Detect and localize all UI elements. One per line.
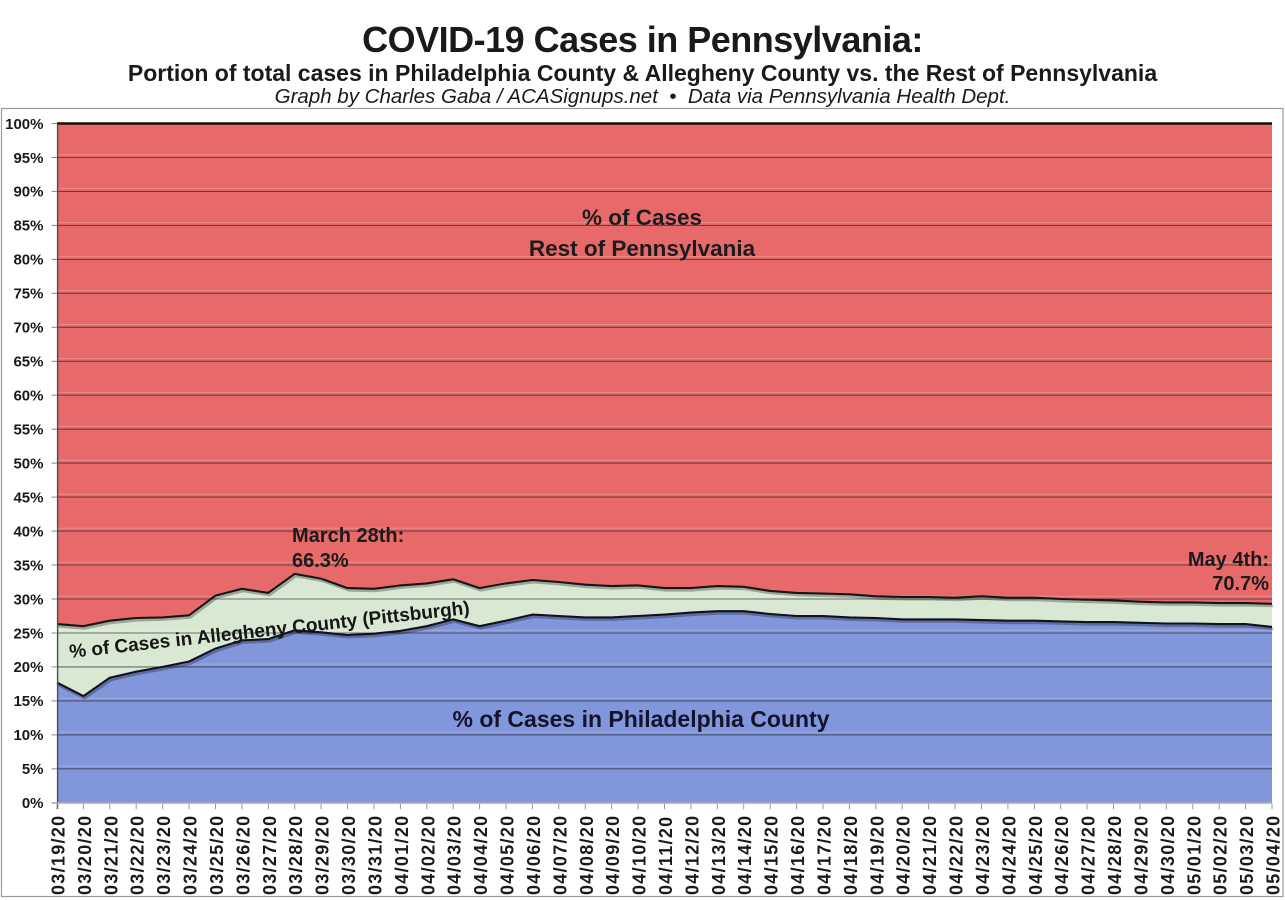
svg-text:90%: 90%	[13, 184, 43, 201]
svg-text:04/08/20: 04/08/20	[577, 815, 597, 895]
svg-text:04/21/20: 04/21/20	[920, 815, 940, 895]
svg-text:04/20/20: 04/20/20	[894, 815, 914, 895]
svg-text:04/14/20: 04/14/20	[735, 815, 755, 895]
svg-text:10%: 10%	[13, 727, 43, 744]
svg-text:20%: 20%	[13, 659, 43, 676]
svg-text:04/02/20: 04/02/20	[418, 815, 438, 895]
svg-text:03/22/20: 03/22/20	[128, 815, 148, 895]
svg-text:04/19/20: 04/19/20	[867, 815, 887, 895]
svg-text:May 4th:: May 4th:	[1188, 549, 1269, 571]
svg-text:04/01/20: 04/01/20	[392, 815, 412, 895]
svg-text:04/16/20: 04/16/20	[788, 815, 808, 895]
svg-text:March 28th:: March 28th:	[292, 525, 404, 547]
svg-text:95%: 95%	[13, 150, 43, 167]
svg-text:04/26/20: 04/26/20	[1052, 815, 1072, 895]
svg-text:40%: 40%	[13, 523, 43, 540]
svg-text:Rest of Pennsylvania: Rest of Pennsylvania	[529, 236, 756, 261]
svg-text:04/13/20: 04/13/20	[709, 815, 729, 895]
svg-text:60%: 60%	[13, 388, 43, 405]
svg-text:66.3%: 66.3%	[292, 550, 349, 572]
svg-text:04/27/20: 04/27/20	[1079, 815, 1099, 895]
svg-text:45%: 45%	[13, 489, 43, 506]
svg-text:04/28/20: 04/28/20	[1105, 815, 1125, 895]
svg-text:05/03/20: 05/03/20	[1237, 815, 1257, 895]
svg-text:03/23/20: 03/23/20	[154, 815, 174, 895]
svg-text:04/17/20: 04/17/20	[815, 815, 835, 895]
svg-text:05/04/20: 05/04/20	[1264, 815, 1284, 895]
svg-text:35%: 35%	[13, 557, 43, 574]
svg-text:04/29/20: 04/29/20	[1131, 815, 1151, 895]
svg-text:04/22/20: 04/22/20	[947, 815, 967, 895]
svg-text:75%: 75%	[13, 286, 43, 303]
svg-text:04/03/20: 04/03/20	[445, 815, 465, 895]
svg-text:04/10/20: 04/10/20	[630, 815, 650, 895]
svg-text:65%: 65%	[13, 354, 43, 371]
svg-text:03/31/20: 03/31/20	[366, 815, 386, 895]
svg-text:04/15/20: 04/15/20	[762, 815, 782, 895]
svg-text:30%: 30%	[13, 591, 43, 608]
svg-text:04/09/20: 04/09/20	[603, 815, 623, 895]
svg-text:05/02/20: 05/02/20	[1211, 815, 1231, 895]
svg-text:55%: 55%	[13, 422, 43, 439]
svg-text:03/29/20: 03/29/20	[313, 815, 333, 895]
svg-text:04/11/20: 04/11/20	[656, 816, 676, 895]
svg-text:% of Cases in Philadelphia Cou: % of Cases in Philadelphia County	[452, 706, 829, 732]
svg-text:03/21/20: 03/21/20	[101, 815, 121, 895]
svg-text:0%: 0%	[22, 795, 44, 812]
svg-text:05/01/20: 05/01/20	[1184, 815, 1204, 895]
svg-text:03/20/20: 03/20/20	[75, 815, 95, 895]
svg-text:85%: 85%	[13, 218, 43, 235]
svg-text:04/25/20: 04/25/20	[1026, 815, 1046, 895]
svg-text:25%: 25%	[13, 625, 43, 642]
svg-text:03/27/20: 03/27/20	[260, 815, 280, 895]
svg-text:03/19/20: 03/19/20	[49, 815, 69, 895]
svg-text:04/07/20: 04/07/20	[550, 815, 570, 895]
svg-text:03/24/20: 03/24/20	[181, 815, 201, 895]
svg-text:5%: 5%	[22, 761, 44, 778]
svg-text:03/26/20: 03/26/20	[233, 815, 253, 895]
svg-text:04/06/20: 04/06/20	[524, 815, 544, 895]
svg-text:04/12/20: 04/12/20	[682, 815, 702, 895]
svg-text:04/30/20: 04/30/20	[1158, 815, 1178, 895]
svg-text:15%: 15%	[13, 693, 43, 710]
svg-text:80%: 80%	[13, 252, 43, 269]
svg-text:70.7%: 70.7%	[1212, 573, 1269, 595]
svg-text:03/25/20: 03/25/20	[207, 815, 227, 895]
svg-text:04/05/20: 04/05/20	[498, 815, 518, 895]
svg-text:04/04/20: 04/04/20	[471, 815, 491, 895]
svg-text:03/30/20: 03/30/20	[339, 815, 359, 895]
svg-text:70%: 70%	[13, 320, 43, 337]
svg-text:100%: 100%	[5, 116, 43, 133]
svg-text:04/24/20: 04/24/20	[999, 815, 1019, 895]
svg-text:04/23/20: 04/23/20	[973, 815, 993, 895]
svg-text:% of Cases: % of Cases	[582, 205, 702, 230]
svg-text:04/18/20: 04/18/20	[841, 815, 861, 895]
svg-text:03/28/20: 03/28/20	[286, 815, 306, 895]
svg-text:50%: 50%	[13, 455, 43, 472]
